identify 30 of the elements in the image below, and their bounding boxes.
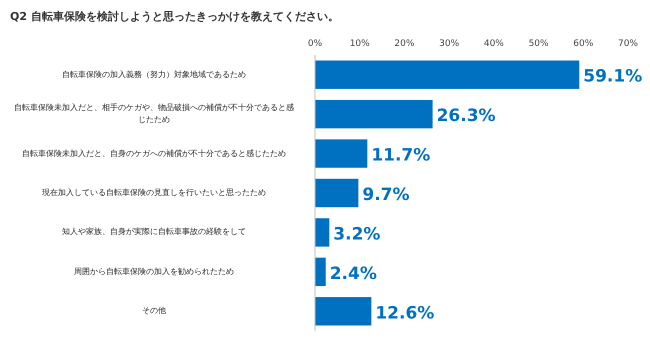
bar xyxy=(315,178,358,208)
y-tick-label: 自転車保険未加入だと、自身のケガへの補償が不十分であると感じたため xyxy=(21,148,287,160)
y-tick-label: 自転車保険の加入義務（努力）対象地域であるため xyxy=(61,68,247,81)
x-tick-label: 70% xyxy=(618,39,638,49)
text: Q2 自転車保険を検討しようと思ったきっかけを教えてください。 xyxy=(10,10,339,23)
bar xyxy=(315,139,368,168)
bar xyxy=(315,258,326,286)
data-label: 26.3% xyxy=(436,106,496,126)
data-label: 9.7% xyxy=(362,185,410,205)
y-tick-label: 現在加入している自転車保険の見直しを行いたいと思ったため xyxy=(41,187,267,199)
data-label: 3.2% xyxy=(333,224,380,244)
x-tick-label: 50% xyxy=(528,39,550,49)
bar xyxy=(315,297,372,326)
x-tick-label: 60% xyxy=(573,39,594,49)
bar xyxy=(315,60,580,89)
data-label: 59.1% xyxy=(583,66,642,87)
y-tick-label: 自転車保険未加入だと、相手のケガや、物品破損への補償が不十分であると感じたため xyxy=(14,102,294,126)
x-tick-label: 40% xyxy=(484,39,504,49)
x-tick-label: 0% xyxy=(308,39,323,49)
x-tick-label: 20% xyxy=(394,39,415,49)
y-tick-label: 周囲から自転車保険の加入を勧められたため xyxy=(73,266,235,278)
data-label: 11.7% xyxy=(371,146,430,166)
bar xyxy=(315,100,433,128)
y-tick-label: その他 xyxy=(141,305,167,318)
x-tick-label: 30% xyxy=(439,39,460,49)
bar xyxy=(315,218,330,247)
data-label: 2.4% xyxy=(330,264,377,284)
y-tick-label: 知人や家族、自身が実際に自転車事故の経験をして xyxy=(61,226,247,238)
data-label: 12.6% xyxy=(375,303,434,324)
x-tick-label: 10% xyxy=(350,39,370,49)
